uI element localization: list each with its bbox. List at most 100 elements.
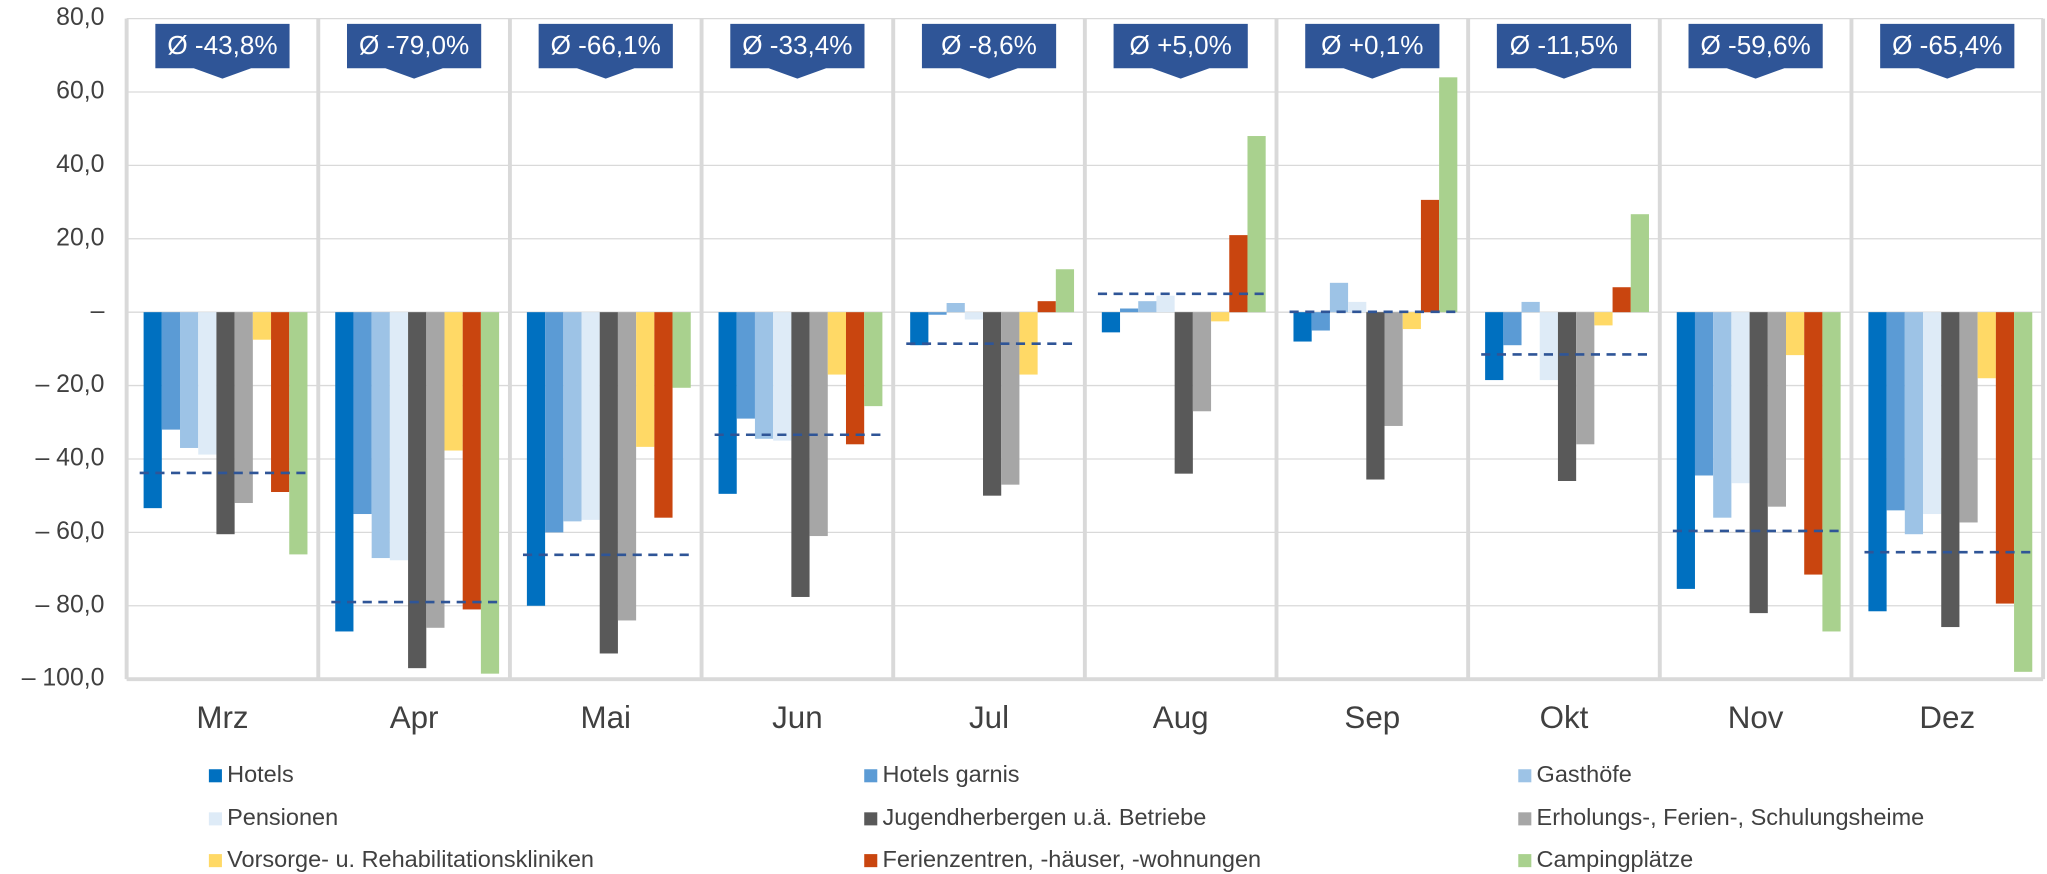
bar	[1402, 312, 1421, 330]
average-label: Ø +0,1%	[1321, 30, 1423, 60]
bar	[335, 312, 354, 632]
bar	[1229, 235, 1248, 313]
bar	[353, 312, 372, 515]
bar	[1101, 312, 1121, 333]
x-tick-label: Okt	[1540, 700, 1589, 735]
bar	[389, 312, 409, 561]
x-tick-label: Jul	[969, 700, 1009, 735]
y-tick-label: – 80,0	[35, 591, 104, 618]
bar	[964, 312, 984, 320]
bar	[426, 312, 445, 628]
bar	[252, 312, 272, 340]
bar	[928, 312, 947, 315]
bar	[526, 312, 546, 606]
bar	[636, 312, 655, 447]
y-tick-label: 40,0	[56, 151, 104, 178]
x-tick-label: Nov	[1728, 700, 1784, 735]
bar	[736, 312, 755, 419]
average-callout	[1496, 23, 1632, 79]
bar	[1676, 312, 1695, 589]
y-tick-label: – 100,0	[22, 665, 105, 692]
bar	[864, 312, 883, 407]
bar	[480, 312, 500, 674]
y-tick-label: – 60,0	[35, 518, 104, 545]
bar	[1923, 312, 1942, 515]
bar	[1868, 312, 1887, 612]
bar	[1749, 312, 1768, 614]
y-tick-label: – 20,0	[35, 371, 104, 398]
average-callout	[1880, 23, 2015, 79]
bar	[1293, 312, 1312, 342]
legend-swatch	[208, 854, 222, 868]
bar	[1594, 312, 1613, 326]
legend-swatch	[1518, 812, 1532, 826]
x-tick-label: Aug	[1153, 700, 1209, 735]
average-callout	[346, 23, 482, 79]
x-tick-label: Sep	[1344, 700, 1400, 735]
bar	[563, 312, 582, 522]
legend-swatch	[864, 812, 878, 826]
average-label: Ø -33,4%	[742, 30, 852, 60]
legend-swatch	[1518, 854, 1532, 868]
bar	[791, 312, 810, 597]
y-tick-label: –	[91, 298, 105, 325]
bar	[1995, 312, 2015, 604]
bar	[1348, 301, 1367, 313]
y-tick-label: 60,0	[56, 78, 104, 105]
bar	[1055, 269, 1075, 313]
average-label: Ø -11,5%	[1510, 30, 1618, 60]
bar	[1211, 312, 1230, 322]
bar	[1420, 199, 1440, 313]
average-callout	[1305, 23, 1440, 79]
bar	[1174, 312, 1193, 474]
bar	[1904, 312, 1924, 535]
legend-label: Vorsorge- u. Rehabilitationskliniken	[227, 846, 594, 872]
bar	[599, 312, 618, 654]
bar	[198, 312, 217, 455]
average-label: Ø +5,0%	[1130, 30, 1232, 60]
average-callout	[538, 23, 673, 79]
bar	[545, 312, 564, 533]
bar	[234, 312, 253, 504]
bar	[1731, 312, 1750, 484]
bar	[946, 303, 965, 313]
bar	[161, 312, 181, 430]
bar	[444, 312, 463, 451]
average-label: Ø -66,1%	[551, 30, 661, 60]
bar	[754, 312, 774, 439]
average-callout	[1688, 23, 1823, 79]
bar	[1439, 77, 1458, 313]
bar	[809, 312, 828, 537]
bar	[845, 312, 865, 445]
bar	[1557, 312, 1577, 481]
bar	[672, 312, 691, 388]
bar	[1138, 301, 1157, 313]
bar	[180, 312, 199, 448]
bar	[289, 312, 308, 555]
bar	[1192, 312, 1212, 412]
bar	[1786, 312, 1805, 356]
average-label: Ø -65,4%	[1892, 30, 2002, 60]
average-label: Ø -79,0%	[359, 30, 469, 60]
bar	[827, 312, 846, 375]
bar	[1941, 312, 1960, 628]
x-tick-label: Apr	[390, 700, 439, 735]
bar	[1977, 312, 1996, 379]
bar	[408, 312, 427, 669]
bar	[910, 312, 929, 346]
average-callout	[730, 23, 865, 79]
bar	[1822, 312, 1841, 632]
y-tick-label: 80,0	[56, 4, 104, 31]
bar	[1521, 301, 1540, 313]
legend-label: Hotels	[227, 761, 294, 787]
x-tick-label: Mai	[581, 700, 631, 735]
bar	[216, 312, 235, 535]
x-tick-label: Jun	[772, 700, 823, 735]
legend-label: Gasthöfe	[1537, 761, 1632, 787]
bar	[1329, 282, 1349, 313]
bar	[1485, 312, 1504, 381]
bar	[1886, 312, 1905, 511]
average-callout	[921, 23, 1057, 79]
legend-swatch	[864, 769, 878, 783]
bar	[1156, 295, 1175, 313]
